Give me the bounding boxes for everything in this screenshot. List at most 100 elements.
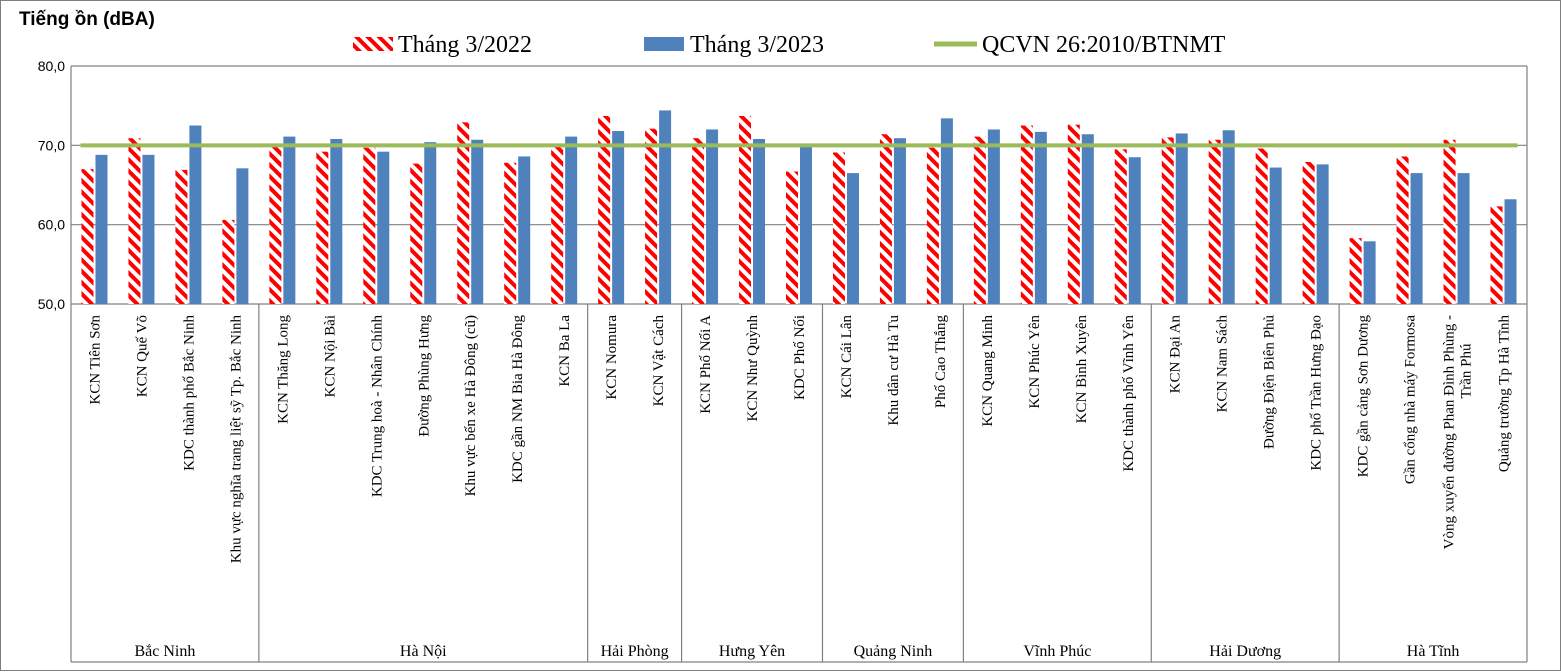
category-label: KCN Vật Cách	[651, 315, 667, 407]
bar-2023	[1316, 164, 1329, 304]
bar-2023	[1081, 134, 1094, 304]
bar-2023	[1363, 241, 1376, 304]
y-axis-title: Tiếng ồn (dBA)	[19, 9, 155, 30]
category-label: KDC thành phố Vĩnh Yên	[1121, 315, 1137, 472]
bar-2023	[330, 138, 343, 304]
bar-2023	[1504, 199, 1517, 304]
category-label: KDC gần NM Bia Hà Đông	[510, 315, 526, 483]
category-label: KDC phố Trần Hưng Đạo	[1309, 315, 1325, 471]
bar-2022	[786, 171, 798, 304]
bar-2023	[893, 138, 906, 304]
bar-2022	[1255, 148, 1268, 304]
bar-2022	[175, 169, 188, 304]
bar-2023	[1457, 173, 1470, 304]
bar-2023	[987, 129, 1000, 304]
bar-2023	[940, 118, 953, 304]
bar-2022	[269, 145, 282, 304]
category-label: Khu vực bến xe Hà Đông (cũ)	[463, 315, 479, 496]
bar-2022	[645, 128, 658, 304]
bar-2023	[1175, 133, 1188, 304]
bar-2023	[1034, 131, 1047, 304]
bar-2023	[236, 168, 249, 304]
bar-2022	[1490, 206, 1503, 304]
bar-2022	[1396, 156, 1409, 304]
category-label: Trần Phú	[1459, 343, 1475, 398]
bar-2023	[424, 142, 437, 304]
category-label: Phố Cao Thắng	[933, 315, 949, 409]
bar-2022	[551, 145, 564, 304]
group-label: Hải Phòng	[601, 643, 669, 660]
category-label: KCN Nomura	[604, 315, 620, 400]
group-label: Vĩnh Phúc	[1023, 643, 1091, 660]
category-label: KCN Bình Xuyên	[1074, 315, 1090, 424]
category-label: KCN Thăng Long	[275, 315, 291, 424]
bar-2022	[1161, 137, 1174, 304]
bar-2023	[471, 139, 484, 304]
bar-2022	[692, 138, 705, 304]
bar-2022	[1443, 139, 1456, 304]
bar-2022	[598, 115, 611, 304]
category-label: KDC Trung hoà - Nhân Chính	[369, 315, 385, 498]
group-label: Quảng Ninh	[854, 643, 933, 660]
category-label: KDC gần cảng Sơn Dương	[1356, 315, 1372, 478]
bar-2023	[659, 110, 672, 304]
bar-2023	[283, 136, 296, 304]
legend-swatch-2022	[353, 37, 393, 51]
category-label: Khu vực nghĩa trang liệt sỹ Tp. Bắc Ninh	[228, 315, 244, 564]
bar-2023	[565, 136, 578, 304]
category-label: KCN Nam Sách	[1215, 315, 1231, 413]
bars	[81, 110, 1517, 305]
axes: 80,0 70,0 60,0 50,0	[38, 58, 1528, 663]
bar-2022	[1349, 238, 1362, 304]
category-label: KCN Ba La	[557, 315, 573, 387]
category-label: Đường Điện Biên Phủ	[1262, 315, 1278, 449]
group-label: Bắc Ninh	[134, 643, 195, 660]
legend: Tháng 3/2022 Tháng 3/2023 QCVN 26:2010/BTN…	[353, 32, 1226, 58]
group-label: Hưng Yên	[719, 643, 785, 660]
bar-2022	[222, 219, 235, 304]
bar-2022	[1020, 125, 1033, 304]
bar-2022	[1208, 139, 1221, 304]
category-label: KCN Cái Lân	[839, 315, 855, 399]
category-label: KCN Như Quỳnh	[745, 315, 761, 422]
bar-2022	[1302, 161, 1315, 304]
y-tick-label: 80,0	[38, 58, 65, 74]
bar-2023	[377, 151, 390, 304]
group-labels: Bắc Ninh Hà Nội Hải Phòng Hưng Yên Quảng Nin…	[134, 304, 1459, 662]
group-label: Hải Dương	[1209, 643, 1281, 660]
category-labels: KCN Tiên Sơn KCN Quế Võ KDC thành phố Bắc …	[87, 315, 1512, 564]
bar-2023	[1269, 167, 1282, 304]
category-label: KCN Tiên Sơn	[87, 315, 103, 405]
bar-2023	[518, 156, 531, 304]
category-label: KCN Phúc Yên	[1027, 315, 1043, 409]
bar-2023	[753, 138, 766, 304]
bar-2023	[189, 125, 202, 304]
category-label: KCN Quế Võ	[134, 315, 150, 397]
bar-2023	[142, 154, 155, 304]
bar-2022	[973, 136, 986, 304]
group-label: Hà Nội	[400, 643, 447, 660]
bar-2022	[832, 152, 845, 304]
bar-2023	[1222, 130, 1235, 304]
bar-2023	[1410, 173, 1423, 304]
legend-label-qcvn: QCVN 26:2010/BTNMT	[982, 32, 1226, 58]
bar-2022	[504, 162, 517, 304]
bar-2023	[1128, 157, 1141, 304]
category-label: Khu dân cư Hà Tu	[886, 315, 902, 426]
category-label: Quảng trường Tp Hà Tĩnh	[1497, 315, 1513, 473]
category-label: KDC thành phố Bắc Ninh	[181, 315, 197, 471]
bar-2022	[128, 138, 141, 304]
legend-label-2023: Tháng 3/2023	[690, 32, 824, 58]
bar-2022	[879, 134, 892, 304]
bar-2022	[457, 122, 470, 305]
bar-2022	[1067, 124, 1080, 304]
category-label: KCN Đại An	[1168, 315, 1184, 394]
bar-2023	[846, 173, 859, 304]
category-label: KCN Nội Bài	[322, 315, 338, 398]
bar-2023	[800, 145, 812, 304]
legend-swatch-2023	[644, 37, 684, 51]
bar-2023	[95, 154, 108, 304]
category-label: KCN Quang Minh	[980, 315, 996, 427]
